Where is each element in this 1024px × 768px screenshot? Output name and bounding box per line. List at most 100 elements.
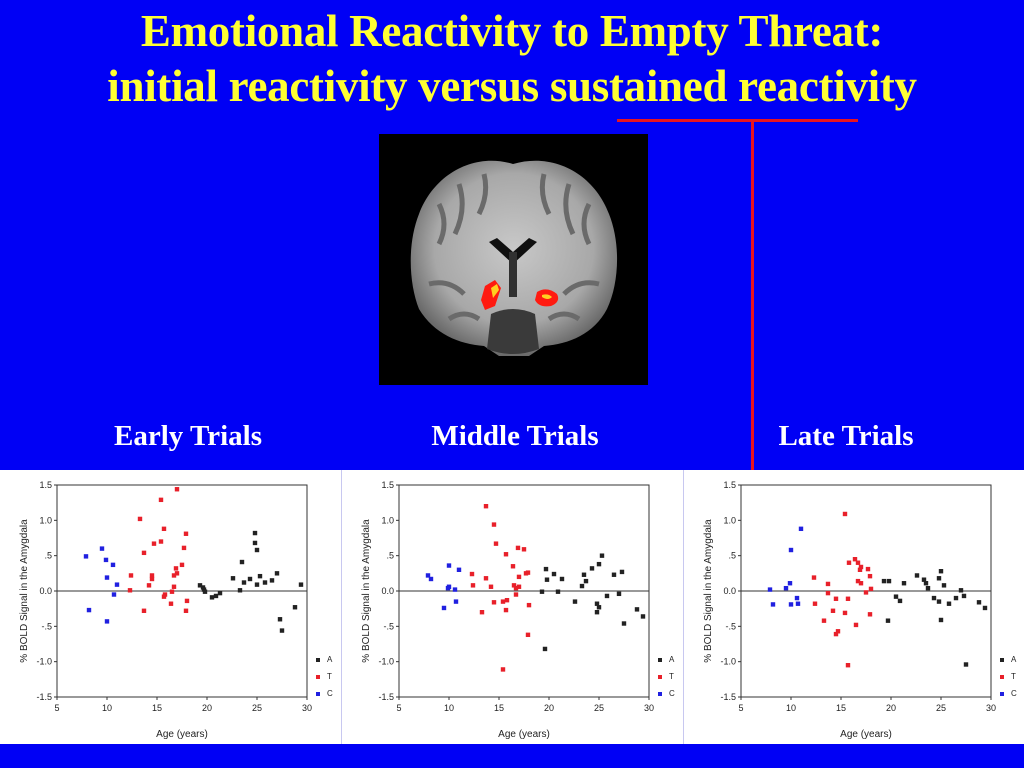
data-point-T xyxy=(833,596,839,601)
data-point-T xyxy=(516,574,522,580)
data-point-A xyxy=(634,607,640,612)
chart-middle-trials: 1.5 1.0 .5 0.0 -.5 -1.0 -1.5 5 10 15 20 25 30 Age (ye… xyxy=(342,470,684,744)
legend-label-T: T xyxy=(327,672,332,681)
data-point-C xyxy=(452,587,458,592)
data-point-T xyxy=(845,596,851,601)
data-point-A xyxy=(893,594,899,599)
y-tick-label: 1.0 xyxy=(381,515,394,525)
data-point-A xyxy=(252,530,258,536)
data-point-A xyxy=(583,578,589,584)
data-point-C xyxy=(770,602,776,607)
scatter-plot: 1.5 1.0 .5 0.0 -.5 -1.0 -1.55 10 15 20 25 30 Age (ye… xyxy=(361,480,675,740)
data-point-T xyxy=(865,566,871,572)
data-point-A xyxy=(239,559,245,565)
legend-marker-T xyxy=(316,675,320,679)
data-point-A xyxy=(544,577,550,582)
data-point-T xyxy=(174,571,180,576)
data-point-T xyxy=(511,583,517,588)
data-point-C xyxy=(446,584,452,589)
data-point-A xyxy=(938,617,944,623)
y-tick-label: .5 xyxy=(386,551,394,561)
data-point-A xyxy=(936,576,942,581)
data-point-A xyxy=(254,547,260,553)
data-point-T xyxy=(858,564,864,570)
data-point-T xyxy=(469,571,475,577)
y-tick-label: 1.5 xyxy=(381,480,394,490)
data-point-A xyxy=(925,585,931,591)
legend-marker-C xyxy=(658,692,662,696)
data-point-T xyxy=(835,629,841,634)
data-point-C xyxy=(103,557,109,563)
data-point-A xyxy=(230,576,236,581)
data-point-T xyxy=(479,610,485,615)
data-point-A xyxy=(594,601,600,606)
x-axis-label: Age (years) xyxy=(156,729,208,740)
data-point-A xyxy=(589,566,595,571)
data-point-T xyxy=(833,631,839,637)
x-tick-label: 30 xyxy=(644,703,654,713)
title-line-2: initial reactivity versus sustained reac… xyxy=(107,61,917,111)
data-point-C xyxy=(428,576,434,582)
legend-label-C: C xyxy=(327,689,333,698)
data-point-T xyxy=(168,601,174,606)
data-point-T xyxy=(846,560,852,565)
data-point-T xyxy=(863,590,869,595)
y-tick-label: -1.0 xyxy=(720,657,736,667)
chart-late-trials: 1.5 1.0 .5 0.0 -.5 -1.0 -1.5 5 10 15 20 25 30 Age (ye… xyxy=(684,470,1024,744)
data-point-T xyxy=(500,599,506,604)
data-point-T xyxy=(513,592,519,597)
y-tick-label: 0.0 xyxy=(39,586,52,596)
data-point-T xyxy=(162,592,168,597)
data-point-C xyxy=(83,554,89,559)
data-point-T xyxy=(852,557,858,562)
data-point-T xyxy=(812,601,818,606)
data-point-C xyxy=(99,546,105,551)
data-point-A xyxy=(257,573,263,579)
data-point-A xyxy=(936,599,942,604)
y-tick-label: .5 xyxy=(728,551,736,561)
data-point-T xyxy=(525,570,531,575)
x-tick-label: 30 xyxy=(302,703,312,713)
data-point-A xyxy=(604,593,610,599)
brain-mri-image xyxy=(379,134,648,385)
data-point-C xyxy=(453,599,459,604)
data-point-A xyxy=(976,600,982,605)
y-tick-label: -1.5 xyxy=(378,692,394,702)
y-tick-label: 0.0 xyxy=(381,586,394,596)
scatter-plot: 1.5 1.0 .5 0.0 -.5 -1.0 -1.55 10 15 20 25 30 Age (ye… xyxy=(19,480,333,740)
legend-marker-C xyxy=(316,692,320,696)
x-axis-label: Age (years) xyxy=(840,729,892,740)
data-point-T xyxy=(503,552,509,557)
data-point-T xyxy=(491,522,497,527)
data-point-C xyxy=(111,592,117,597)
data-point-A xyxy=(559,576,565,582)
y-tick-label: 1.0 xyxy=(39,515,52,525)
data-point-T xyxy=(510,564,516,569)
sustained-reactivity-underline xyxy=(617,119,858,122)
data-point-T xyxy=(830,608,836,613)
data-point-A xyxy=(901,581,907,586)
legend-label-A: A xyxy=(327,655,333,664)
legend-marker-T xyxy=(658,675,662,679)
data-point-T xyxy=(141,608,147,613)
data-point-T xyxy=(161,526,167,532)
data-point-A xyxy=(941,583,947,588)
data-point-T xyxy=(488,584,494,589)
y-axis-label: % BOLD Signal in the Amygdala xyxy=(361,519,372,663)
data-point-A xyxy=(252,540,258,546)
data-point-A xyxy=(921,577,927,582)
data-point-A xyxy=(279,628,285,633)
data-point-T xyxy=(504,597,510,603)
bottom-bar xyxy=(0,744,1024,768)
data-point-T xyxy=(128,573,134,578)
data-point-A xyxy=(555,589,561,594)
data-point-T xyxy=(174,487,180,492)
label-late-trials: Late Trials xyxy=(778,420,914,452)
x-tick-label: 20 xyxy=(886,703,896,713)
slide-title: Emotional Reactivity to Empty Threat: in… xyxy=(0,4,1024,114)
x-tick-label: 10 xyxy=(102,703,112,713)
data-point-T xyxy=(158,539,164,544)
data-point-T xyxy=(855,578,861,584)
data-point-A xyxy=(269,578,275,583)
data-point-A xyxy=(616,591,622,597)
